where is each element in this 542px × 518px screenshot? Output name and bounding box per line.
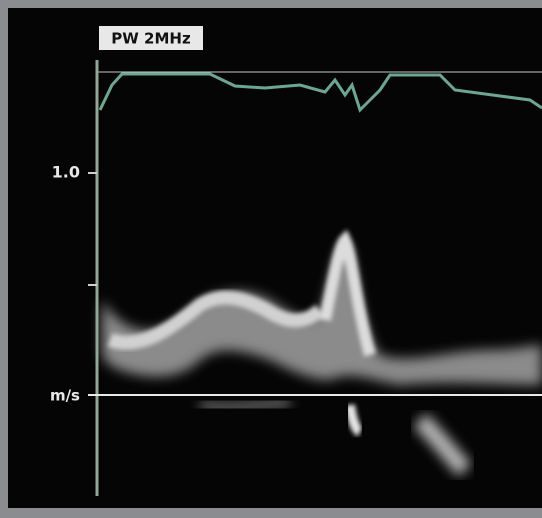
- tick-label: 1.0: [52, 163, 80, 182]
- display-area: [8, 8, 542, 508]
- unit-label: m/s: [50, 387, 80, 405]
- page: 1.0 m/s PW 2MHz (() => { const data = JS…: [0, 0, 542, 518]
- doppler-screen: 1.0 m/s PW 2MHz: [0, 0, 542, 518]
- mode-label: PW 2MHz: [111, 30, 191, 48]
